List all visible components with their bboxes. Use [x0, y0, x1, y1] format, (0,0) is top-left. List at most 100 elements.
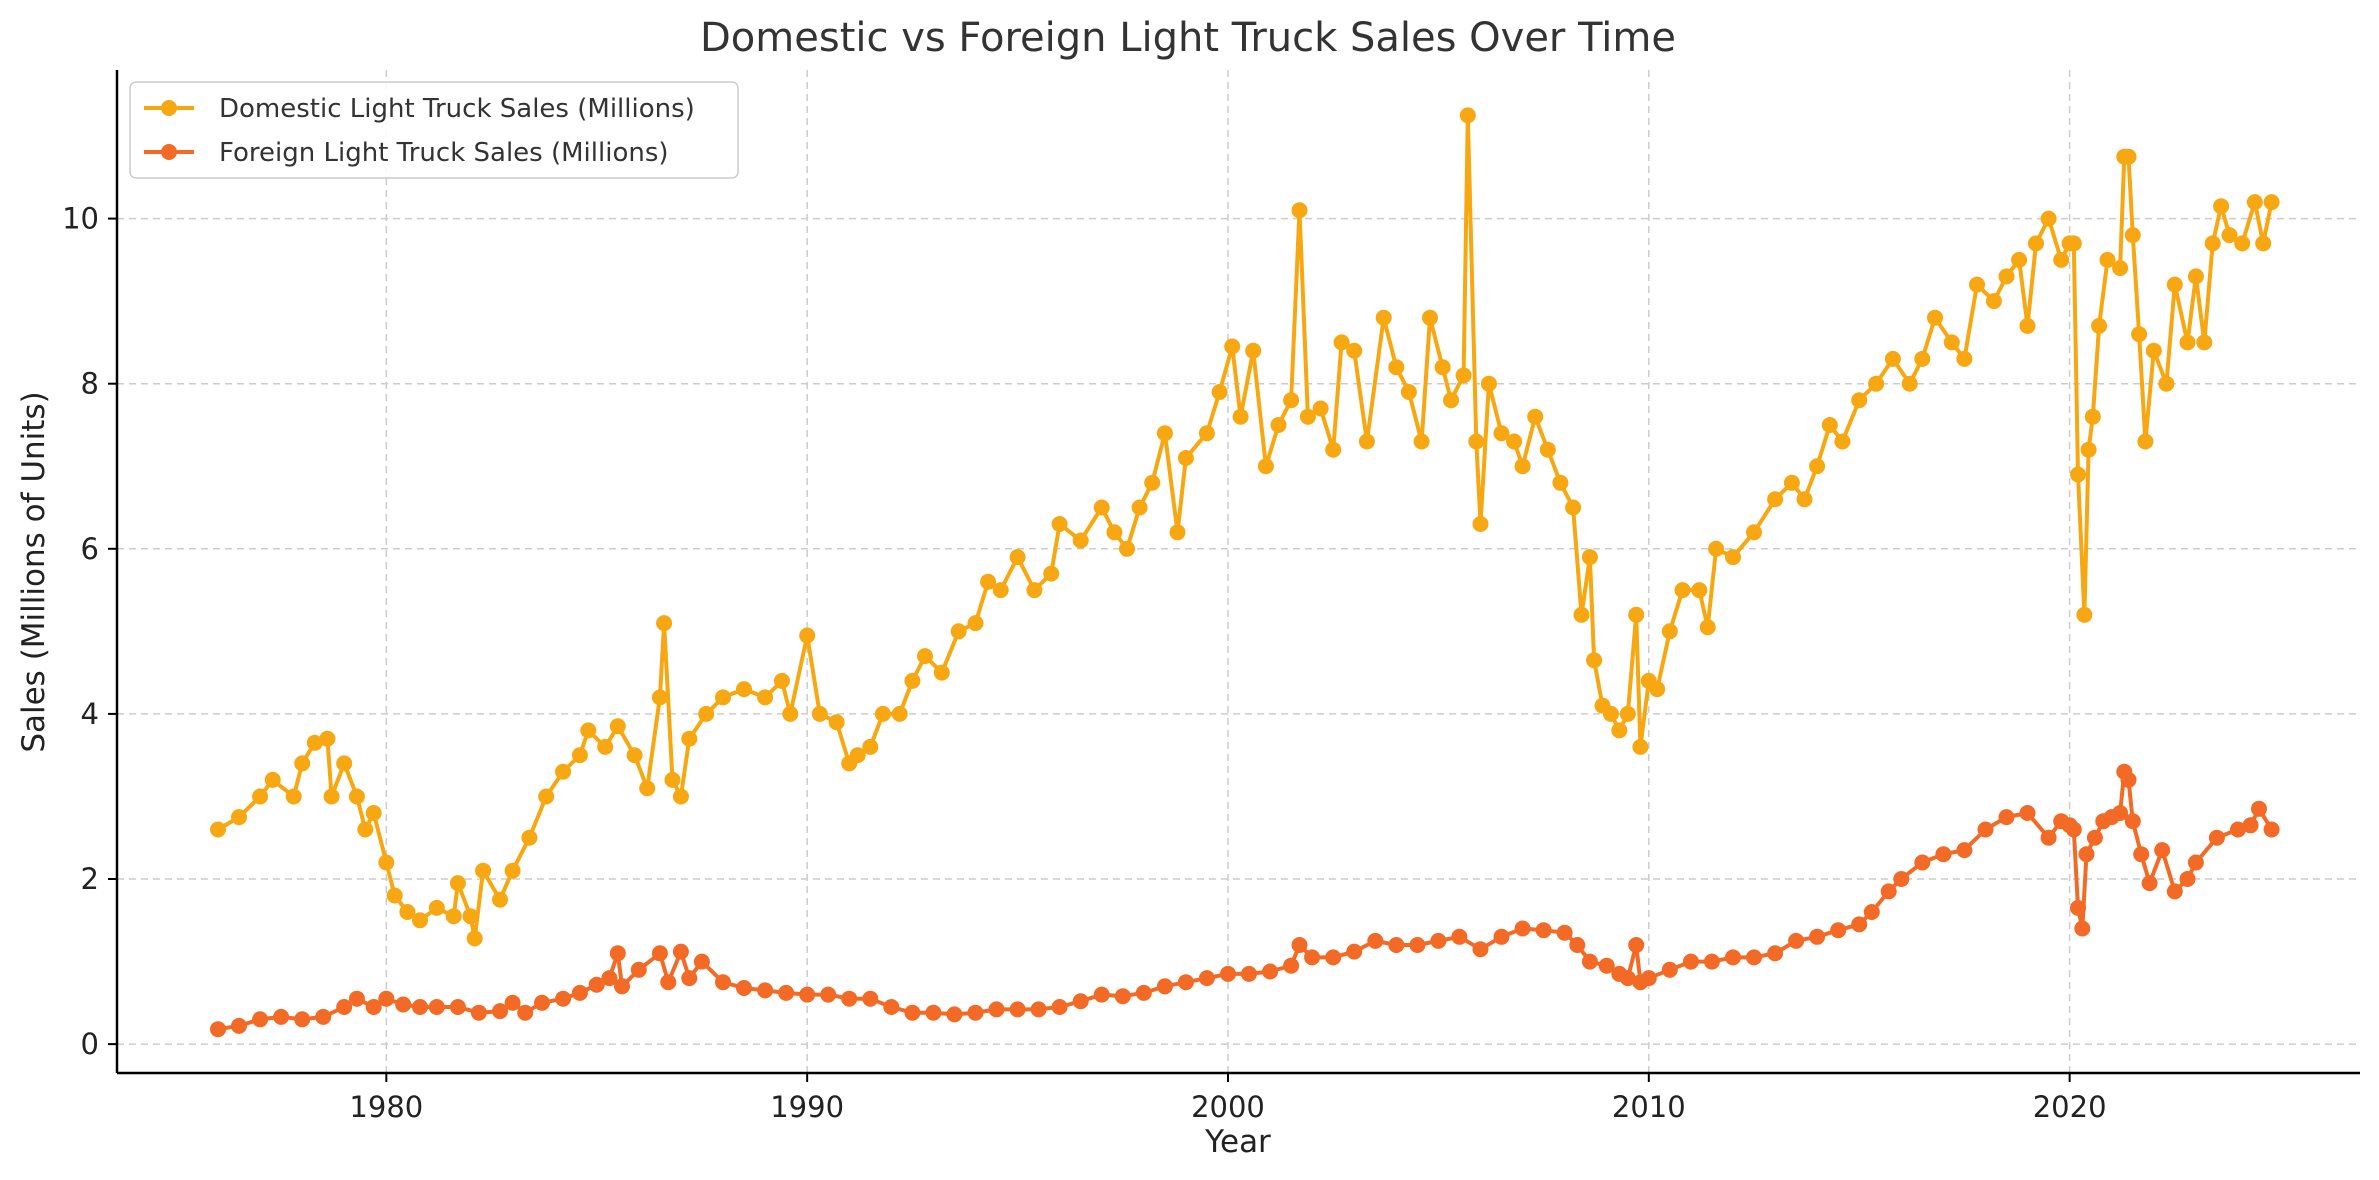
data-point [2019, 317, 2036, 334]
data-point [1325, 949, 1342, 966]
data-point [2124, 813, 2141, 830]
data-point [950, 623, 967, 640]
data-point [2154, 842, 2171, 859]
data-point [1581, 549, 1598, 566]
data-point [656, 615, 673, 632]
data-point [1409, 937, 1426, 953]
data-point [1674, 582, 1691, 599]
data-point [2133, 846, 2150, 863]
data-point [571, 984, 588, 1001]
data-point [2131, 326, 2148, 343]
legend-marker [161, 144, 177, 160]
data-point [820, 986, 837, 1003]
series-layer [210, 107, 2280, 1038]
series-domestic [210, 107, 2280, 947]
data-point [1767, 491, 1784, 508]
data-point [1093, 986, 1110, 1003]
data-point [1232, 408, 1249, 425]
data-point [1565, 499, 1582, 516]
data-point [1977, 821, 1994, 838]
data-point [1619, 970, 1636, 987]
data-point [874, 705, 891, 722]
data-point [1262, 963, 1279, 980]
data-point [2078, 846, 2095, 863]
data-point [917, 648, 933, 665]
data-point [1809, 458, 1826, 475]
data-point [1030, 1001, 1047, 1018]
data-point [672, 943, 689, 960]
data-point [1270, 417, 1287, 433]
data-point [1552, 474, 1569, 491]
data-point [925, 1004, 942, 1021]
data-point [1135, 984, 1152, 1001]
y-tick-label: 2 [81, 862, 99, 896]
y-tick-label: 0 [81, 1027, 99, 1061]
data-point [2234, 235, 2251, 252]
data-point [1851, 392, 1868, 409]
data-point [1661, 623, 1678, 640]
data-point [601, 970, 618, 987]
data-point [1863, 904, 1880, 920]
data-point [597, 738, 614, 755]
data-point [988, 1001, 1005, 1018]
data-point [1725, 949, 1741, 966]
data-point [1422, 309, 1438, 326]
data-point [1914, 350, 1931, 367]
data-point [1177, 974, 1194, 991]
data-point [2076, 606, 2093, 623]
data-point [395, 996, 412, 1013]
data-point [1725, 549, 1741, 566]
data-point [1880, 883, 1897, 900]
data-point [1312, 400, 1329, 417]
data-point [609, 718, 626, 735]
data-point [2019, 805, 2036, 821]
data-point [862, 738, 879, 755]
y-tick-label: 6 [81, 532, 99, 566]
data-point [2065, 821, 2082, 838]
data-point [285, 788, 302, 805]
data-point [1581, 953, 1598, 970]
data-point [651, 689, 668, 706]
data-point [1480, 375, 1497, 392]
data-point [555, 763, 572, 780]
data-point [466, 930, 483, 947]
y-tick-label: 4 [81, 697, 99, 731]
data-point [1956, 842, 1973, 859]
data-point [1514, 920, 1531, 937]
data-point [2086, 829, 2103, 846]
data-point [1388, 359, 1405, 376]
data-point [1156, 425, 1173, 442]
data-point [294, 1011, 311, 1028]
data-point [336, 755, 353, 772]
data-point [357, 821, 374, 838]
legend-marker [161, 100, 177, 116]
data-point [1851, 916, 1868, 933]
data-point [534, 994, 550, 1011]
data-point [2187, 854, 2204, 871]
series-foreign [210, 763, 2280, 1038]
data-point [2070, 899, 2086, 916]
data-point [2099, 251, 2116, 268]
legend-item: Foreign Light Truck Sales (Millions) [144, 138, 669, 168]
data-point [1241, 965, 1257, 982]
data-point [1291, 937, 1308, 953]
data-point [1628, 606, 1645, 623]
data-point [365, 805, 382, 821]
data-point [2040, 210, 2057, 227]
data-point [1026, 582, 1043, 599]
data-point [2120, 771, 2137, 788]
data-point [399, 904, 416, 920]
data-point [1796, 491, 1813, 508]
data-point [1400, 384, 1417, 400]
data-point [1834, 433, 1851, 450]
data-point [475, 862, 492, 879]
data-point [1198, 425, 1215, 442]
series-line [216, 113, 2274, 941]
data-point [1224, 338, 1241, 355]
data-point [1506, 433, 1523, 450]
data-point [1783, 474, 1800, 491]
data-point [2230, 821, 2246, 838]
data-point [2158, 375, 2175, 392]
data-point [348, 990, 365, 1007]
